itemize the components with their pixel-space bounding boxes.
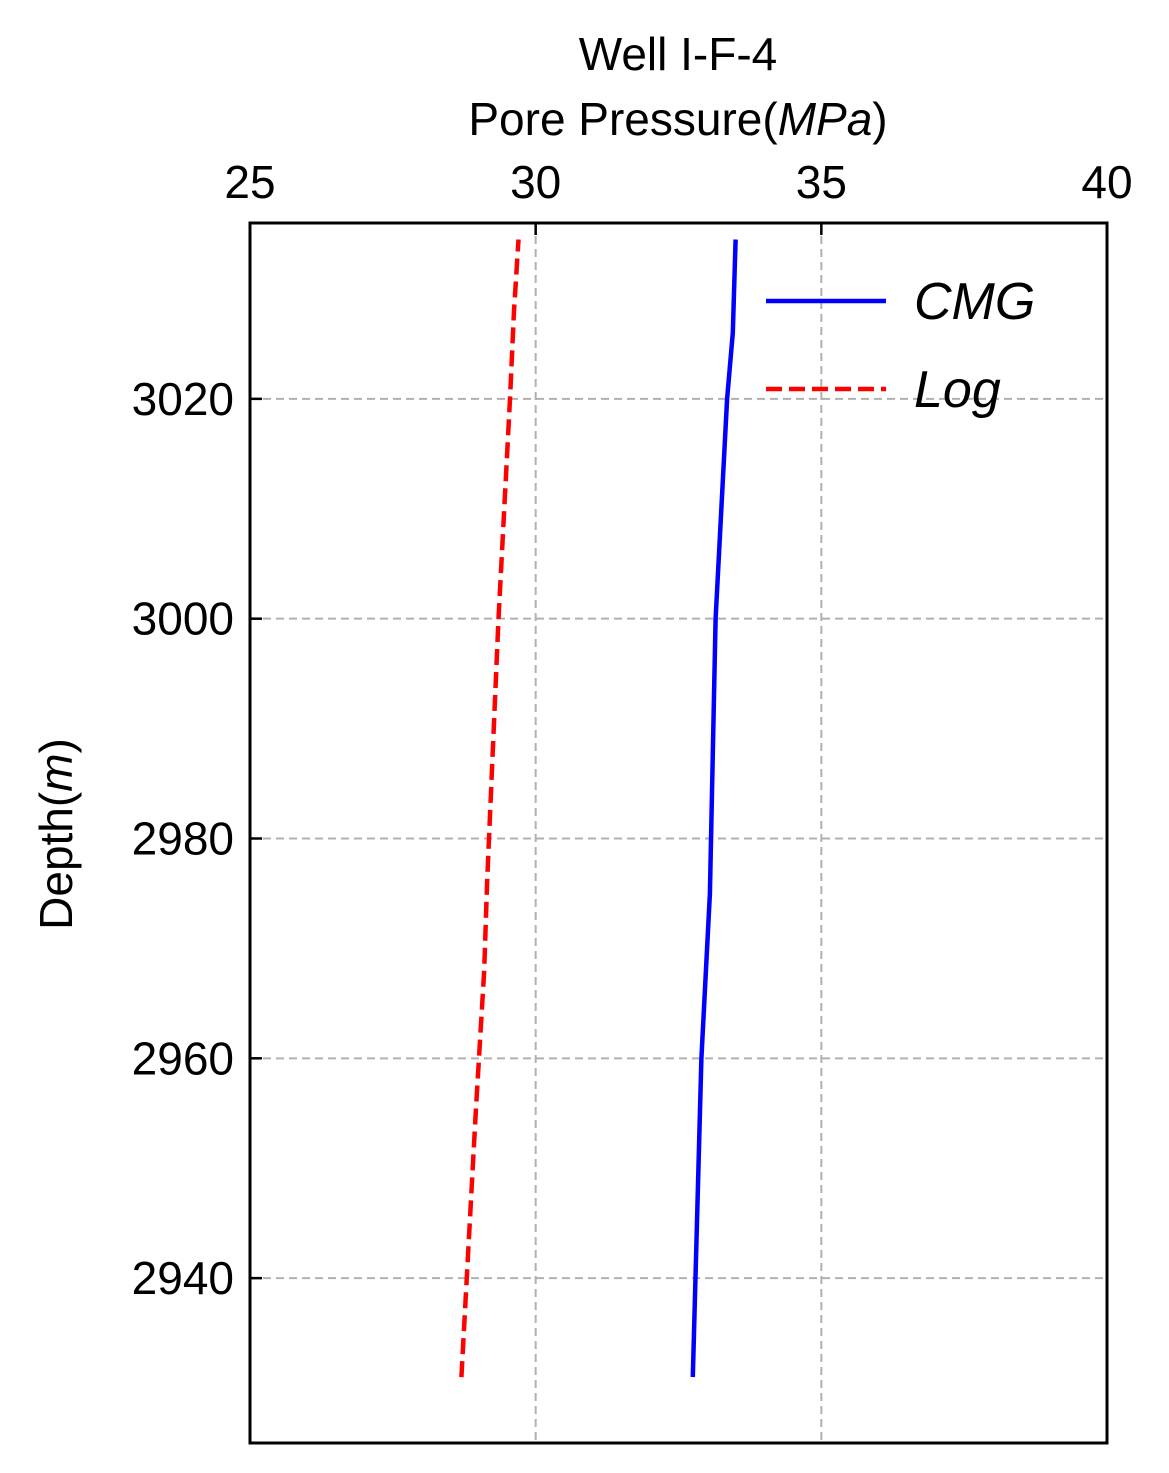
series-line-log	[459, 239, 521, 1378]
x-tick-label: 35	[796, 156, 847, 208]
series-line-cmg	[690, 239, 738, 1378]
legend: CMG Log	[766, 273, 1035, 419]
y-axis-label: Depth(m)	[30, 738, 82, 930]
x-axis-label-suffix: )	[872, 93, 887, 145]
plot-frame	[248, 221, 1109, 1445]
x-axis-label: Pore Pressure(MPa)	[468, 93, 887, 145]
y-axis-label-unit: m	[30, 753, 82, 791]
y-axis-label-suffix: )	[30, 738, 82, 753]
y-tick-label: 2940	[132, 1252, 234, 1304]
x-axis-label-unit: MPa	[778, 93, 873, 145]
y-axis-label-prefix: Depth(	[30, 791, 82, 930]
y-tick-label: 3000	[132, 593, 234, 645]
legend-label-cmg: CMG	[914, 273, 1035, 331]
y-tick-label: 2980	[132, 812, 234, 864]
ticks: 25 30 35 40 2940 2960 2980 3000 3020	[132, 156, 1133, 1304]
x-tick-label: 40	[1081, 156, 1132, 208]
x-axis-label-prefix: Pore Pressure(	[468, 93, 778, 145]
x-tick-label: 30	[510, 156, 561, 208]
y-tick-label: 3020	[132, 373, 234, 425]
x-tick-label: 25	[224, 156, 275, 208]
legend-label-log: Log	[914, 361, 1001, 419]
series-layer	[459, 239, 738, 1378]
chart-title: Well I-F-4	[579, 28, 778, 80]
y-tick-label: 2960	[132, 1032, 234, 1084]
grid	[250, 223, 1107, 1443]
